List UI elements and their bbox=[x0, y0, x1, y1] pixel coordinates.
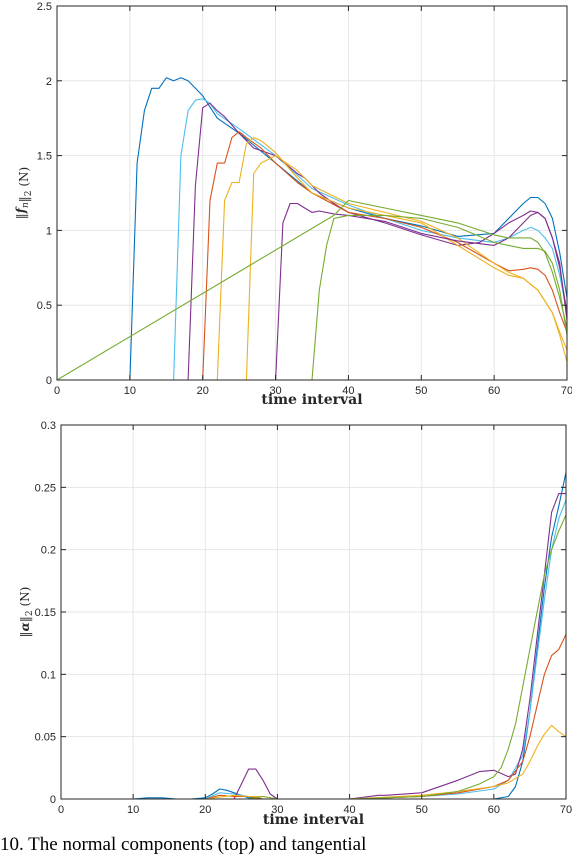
bottom-ytick-label: 0.25 bbox=[35, 482, 56, 494]
bottom-xtick-label: 70 bbox=[560, 804, 572, 816]
top-axes-frame bbox=[56, 5, 568, 381]
bottom-plot-tangential-force: 0 10 20 30 40 50 60 70 0 0.05 0.1 0.15 0.2 0.25 0.3 tim… bbox=[18, 420, 572, 828]
bottom-xtick-label: 60 bbox=[488, 804, 500, 816]
top-series-3 bbox=[57, 102, 568, 381]
top-xtick-label: 10 bbox=[124, 385, 136, 397]
top-xtick-label: 0 bbox=[54, 385, 60, 397]
top-xtick-label: 30 bbox=[269, 385, 281, 397]
figure: 0 10 20 30 40 50 60 70 0 0.5 1 1.5 2 2.5 time interval… bbox=[14, 1, 572, 828]
bottom-ytick-label: 0 bbox=[50, 794, 56, 806]
bottom-xtick-label: 50 bbox=[416, 804, 428, 816]
bottom-series-5 bbox=[61, 724, 567, 800]
top-series-8 bbox=[57, 214, 568, 381]
top-yaxis-label: ‖fn‖2 (N) bbox=[14, 167, 34, 219]
top-ytick-label: 2.5 bbox=[37, 1, 52, 13]
bottom-ytick-label: 0.05 bbox=[35, 732, 56, 744]
top-xtick-label: 40 bbox=[342, 385, 354, 397]
top-series-1 bbox=[57, 77, 568, 381]
top-xtick-label: 20 bbox=[197, 385, 209, 397]
bottom-ytick-label: 0.2 bbox=[41, 545, 56, 557]
bottom-series-4 bbox=[61, 634, 567, 800]
figure-caption: 10. The normal components (top) and tang… bbox=[0, 834, 367, 855]
bottom-xtick-label: 30 bbox=[271, 804, 283, 816]
top-xtick-label: 50 bbox=[415, 385, 427, 397]
top-ytick-label: 2 bbox=[46, 76, 52, 88]
top-ytick-label: 1 bbox=[46, 225, 52, 237]
bottom-xaxis-label: time interval bbox=[263, 812, 364, 828]
bottom-ytick-label: 0.15 bbox=[35, 607, 56, 619]
top-ytick-label: 0.5 bbox=[37, 300, 52, 312]
top-ytick-label: 1.5 bbox=[37, 151, 52, 163]
top-series-7 bbox=[57, 202, 568, 381]
top-series-4 bbox=[57, 131, 568, 381]
top-xaxis-label: time interval bbox=[261, 392, 362, 408]
top-plot-normal-force: 0 10 20 30 40 50 60 70 0 0.5 1 1.5 2 2.5 time interval… bbox=[14, 1, 572, 408]
bottom-series-3 bbox=[61, 493, 566, 800]
top-xtick-label: 70 bbox=[561, 385, 572, 397]
top-ytick-label: 0 bbox=[46, 375, 52, 387]
bottom-xtick-label: 10 bbox=[127, 804, 139, 816]
top-xtick-label: 60 bbox=[488, 385, 500, 397]
bottom-ytick-label: 0.1 bbox=[41, 669, 56, 681]
bottom-series-2 bbox=[61, 499, 567, 800]
bottom-xtick-label: 40 bbox=[343, 804, 355, 816]
bottom-ytick-label: 0.3 bbox=[41, 420, 56, 432]
bottom-xtick-label: 0 bbox=[58, 804, 64, 816]
bottom-yaxis-label: ‖α‖2 (N) bbox=[18, 587, 35, 638]
top-series-9 bbox=[56, 199, 568, 381]
bottom-xtick-label: 20 bbox=[199, 804, 211, 816]
